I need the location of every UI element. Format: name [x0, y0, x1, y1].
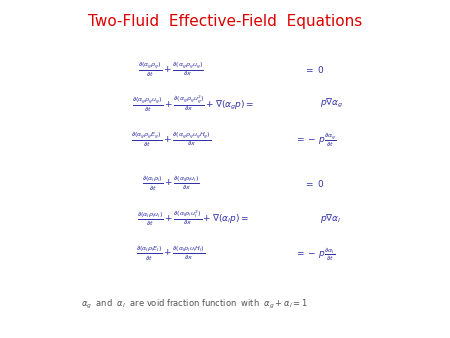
Text: $p\nabla\alpha_g$: $p\nabla\alpha_g$	[320, 97, 343, 110]
Text: Two-Fluid  Effective-Field  Equations: Two-Fluid Effective-Field Equations	[88, 15, 362, 29]
Text: $\frac{\partial(\alpha_g\rho_g E_g)}{\partial t} + \frac{\partial(\alpha_g\rho_g: $\frac{\partial(\alpha_g\rho_g E_g)}{\pa…	[131, 130, 211, 149]
Text: $p\nabla\alpha_l$: $p\nabla\alpha_l$	[320, 212, 341, 224]
Text: $\frac{\partial(\alpha_g\rho_g)}{\partial t} + \frac{\partial(\alpha_g\rho_g u_g: $\frac{\partial(\alpha_g\rho_g)}{\partia…	[138, 60, 204, 79]
Text: $\frac{\partial(\alpha_g\rho_g u_g)}{\partial t} + \frac{\partial(\alpha_g\rho_g: $\frac{\partial(\alpha_g\rho_g u_g)}{\pa…	[132, 94, 255, 114]
Text: $\frac{\partial(\alpha_l\rho_l E_l)}{\partial t} + \frac{\partial(\alpha_l\rho_l: $\frac{\partial(\alpha_l\rho_l E_l)}{\pa…	[136, 245, 206, 263]
Text: $= -\,p\frac{\partial\alpha_l}{\partial t}$: $= -\,p\frac{\partial\alpha_l}{\partial …	[295, 246, 335, 263]
Text: $\frac{\partial(\alpha_l\rho_l)}{\partial t} + \frac{\partial(\alpha_l\rho_l u_l: $\frac{\partial(\alpha_l\rho_l)}{\partia…	[142, 174, 200, 193]
Text: $= \; 0$: $= \; 0$	[304, 64, 324, 75]
Text: $= \; 0$: $= \; 0$	[304, 178, 324, 189]
Text: $\alpha_g$  and  $\alpha_l$  are void fraction function  with  $\alpha_g + \alph: $\alpha_g$ and $\alpha_l$ are void fract…	[81, 298, 308, 311]
Text: $= -\,p\frac{\partial\alpha_g}{\partial t}$: $= -\,p\frac{\partial\alpha_g}{\partial …	[295, 130, 337, 149]
Text: $\frac{\partial(\alpha_l\rho_l u_l)}{\partial t} + \frac{\partial(\alpha_l\rho_l: $\frac{\partial(\alpha_l\rho_l u_l)}{\pa…	[137, 208, 250, 228]
